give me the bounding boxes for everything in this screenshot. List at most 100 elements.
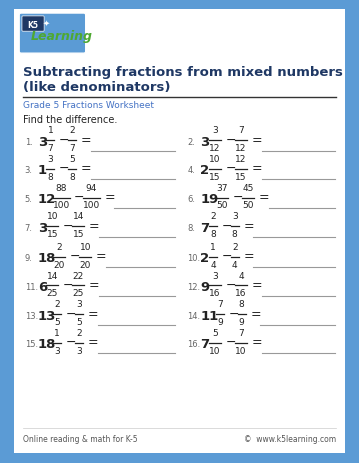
Text: 3: 3 (232, 212, 238, 221)
FancyBboxPatch shape (19, 14, 86, 54)
Text: =: = (243, 219, 254, 232)
Text: Learning: Learning (31, 31, 93, 44)
Text: 15: 15 (235, 172, 247, 181)
Text: 7: 7 (200, 338, 209, 350)
Text: 14.: 14. (187, 311, 200, 320)
Text: −: − (70, 250, 80, 263)
Text: 13.: 13. (25, 311, 38, 320)
Text: −: − (226, 133, 236, 146)
Text: 3: 3 (47, 155, 53, 164)
Text: 7: 7 (200, 221, 209, 234)
Text: −: − (226, 336, 236, 349)
Text: 50: 50 (242, 201, 253, 210)
Text: ©  www.k5learning.com: © www.k5learning.com (244, 434, 336, 443)
Text: 15: 15 (73, 230, 84, 238)
Text: 10: 10 (209, 155, 221, 164)
Text: =: = (252, 336, 262, 349)
Text: 1: 1 (55, 328, 60, 338)
Text: 8.: 8. (187, 223, 195, 232)
Text: 7: 7 (69, 144, 75, 153)
Text: 4.: 4. (187, 166, 195, 175)
Text: 7: 7 (238, 328, 244, 338)
Text: 3: 3 (76, 346, 82, 355)
Text: −: − (222, 250, 232, 263)
Text: 5: 5 (69, 155, 75, 164)
Text: =: = (89, 219, 99, 232)
Text: 15.: 15. (25, 339, 38, 349)
Text: =: = (104, 191, 115, 204)
Text: 16: 16 (235, 289, 247, 298)
Text: 9: 9 (217, 317, 223, 326)
Text: 25: 25 (73, 289, 84, 298)
Text: 5: 5 (76, 317, 82, 326)
Text: 10: 10 (235, 346, 247, 355)
Text: =: = (258, 191, 269, 204)
Text: 8: 8 (210, 230, 216, 238)
Text: 8: 8 (239, 300, 244, 309)
Text: 8: 8 (232, 230, 238, 238)
Text: 4: 4 (238, 271, 244, 280)
Text: 16: 16 (209, 289, 221, 298)
Text: 16.: 16. (187, 339, 201, 349)
Text: 14: 14 (73, 212, 84, 221)
Text: 50: 50 (216, 201, 228, 210)
Text: −: − (228, 307, 239, 320)
Text: =: = (252, 133, 262, 146)
Text: 7: 7 (238, 126, 244, 135)
Text: 12: 12 (235, 155, 247, 164)
Text: 6: 6 (38, 280, 47, 294)
Text: −: − (59, 133, 69, 146)
Text: 3: 3 (38, 221, 47, 234)
Text: −: − (66, 307, 76, 320)
Text: 5: 5 (212, 328, 218, 338)
Text: 2: 2 (210, 212, 216, 221)
Text: 2.: 2. (187, 138, 195, 146)
Text: 10: 10 (79, 243, 91, 251)
Text: =: = (81, 133, 91, 146)
Text: 15: 15 (209, 172, 221, 181)
Text: 4: 4 (232, 260, 238, 269)
Text: (like denominators): (like denominators) (23, 81, 171, 94)
Text: ✦: ✦ (42, 18, 50, 27)
Text: 45: 45 (242, 183, 253, 193)
Text: Find the difference.: Find the difference. (23, 115, 117, 125)
Text: 13: 13 (38, 309, 56, 322)
Text: −: − (233, 191, 243, 204)
Text: 25: 25 (47, 289, 58, 298)
Text: 2: 2 (76, 328, 82, 338)
Text: =: = (89, 278, 99, 291)
Text: =: = (81, 162, 91, 175)
Text: −: − (63, 219, 74, 232)
Text: 10: 10 (47, 212, 58, 221)
Text: 7.: 7. (25, 223, 33, 232)
Text: 8: 8 (69, 172, 75, 181)
Text: K5: K5 (28, 21, 38, 30)
Text: 20: 20 (54, 260, 65, 269)
Text: 37: 37 (216, 183, 228, 193)
Text: 2: 2 (57, 243, 62, 251)
Text: 3: 3 (200, 135, 210, 148)
Text: 20: 20 (80, 260, 91, 269)
Text: 3: 3 (212, 271, 218, 280)
Text: 12: 12 (209, 144, 221, 153)
Text: =: = (96, 250, 107, 263)
Text: 88: 88 (56, 183, 67, 193)
Text: 5.: 5. (25, 194, 33, 204)
Text: 3: 3 (55, 346, 60, 355)
Text: 2: 2 (69, 126, 75, 135)
Text: 2: 2 (200, 164, 209, 177)
Text: 100: 100 (53, 201, 70, 210)
Text: 5: 5 (55, 317, 60, 326)
Text: =: = (252, 162, 262, 175)
Text: 1: 1 (210, 243, 216, 251)
Text: 10.: 10. (187, 254, 200, 263)
Text: 4: 4 (210, 260, 216, 269)
Text: 8: 8 (47, 172, 53, 181)
Text: 12.: 12. (187, 282, 200, 291)
Text: 2: 2 (200, 252, 209, 265)
Text: =: = (252, 278, 262, 291)
Text: 3.: 3. (25, 166, 33, 175)
Text: 15: 15 (47, 230, 58, 238)
Text: =: = (88, 307, 98, 320)
Text: 1: 1 (47, 126, 53, 135)
